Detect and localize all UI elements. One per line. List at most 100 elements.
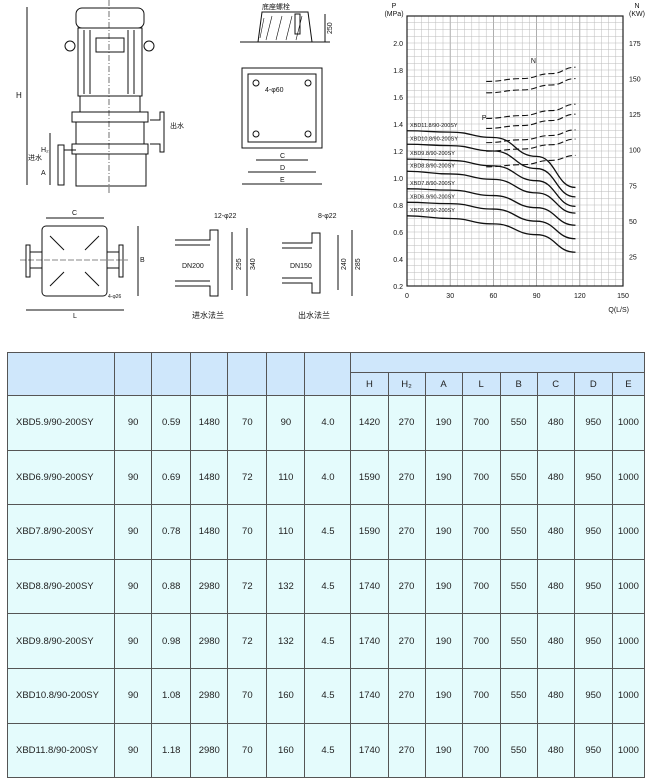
y2-axis-label: (KW) [629,11,645,18]
dimension-header: E [611,372,646,396]
header-row [6,352,645,396]
value-cell: 480 [536,558,575,615]
value-cell: 90 [114,667,153,724]
y2-axis-label: N [634,3,639,10]
value-cell: 480 [536,613,575,669]
value-cell: 132 [266,558,306,615]
holes-4-60: 4-φ60 [265,87,284,94]
value-cell: 90 [114,722,153,778]
y-tick-label: 2.0 [393,41,403,48]
power-curve [486,138,576,152]
dim-A: A [41,170,46,177]
pressure-curve [406,201,576,240]
model-cell: XBD7.8/90-200SY [6,504,116,560]
value-cell: 550 [499,558,538,615]
value-cell: 0.78 [151,504,192,560]
header-dimensions [350,352,645,373]
value-cell: 1480 [190,504,229,560]
outlet-flange-240: 240 [341,258,348,270]
y-axis-label: P [392,3,397,10]
outlet-flange-dn: DN150 [290,263,312,270]
y-tick-label: 0.2 [393,284,403,291]
power-curve [486,154,576,168]
value-cell: 2980 [190,722,229,778]
value-cell: 550 [499,613,538,669]
y2-tick-label: 75 [629,183,637,190]
table-row: XBD8.8/90-200SY 90 0.88 2980 72 132 4.5 1740 270… [6,558,646,615]
y-tick-label: 1.2 [393,149,403,156]
header-cell [304,352,352,396]
value-cell: 70 [227,504,268,560]
y-tick-label: 0.6 [393,230,403,237]
series-label: XBD11.8/90-200SY [410,123,458,129]
series-label: XBD10.8/90-200SY [410,136,458,142]
value-cell: 90 [114,449,153,506]
value-cell: 72 [227,449,268,506]
value-cell: 190 [424,667,463,724]
value-cell: 1000 [611,504,646,560]
dim-H: H [16,91,22,100]
value-cell: 1590 [350,504,389,560]
plan-holes: 4-φ26 [108,294,121,300]
series-label: XBD9.8/90-200SY [410,151,455,157]
value-cell: 1.18 [151,722,192,778]
table-row: XBD11.8/90-200SY 90 1.18 2980 70 160 4.5 1740 27… [6,722,646,778]
value-cell: 550 [499,722,538,778]
model-cell: XBD5.9/90-200SY [6,395,116,451]
value-cell: 1000 [611,395,646,451]
x-tick-label: 120 [574,293,586,300]
y-tick-label: 1.6 [393,95,403,102]
inlet-flange-caption: 进水法兰 [192,310,224,320]
inlet-flange-dn: DN200 [182,263,204,270]
value-cell: 270 [387,558,426,615]
value-cell: 700 [461,722,501,778]
power-curve [486,103,576,119]
inlet-flange-drawing: 12-φ22 DN200 295 340 进水法兰 [175,213,257,320]
series-label: XBD7.8/90-200SY [410,181,455,187]
pressure-curve [406,188,576,226]
y2-tick-label: 150 [629,77,641,84]
performance-chart: 0 30 60 90 120 150 0.2 0.4 0.6 0.8 1.0 1.2 1.4 1.6 1.8… [384,3,645,314]
dimension-header: B [499,372,538,396]
value-cell: 950 [573,395,613,451]
model-cell: XBD9.8/90-200SY [6,613,116,669]
value-cell: 480 [536,395,575,451]
plan-dim-B: B [140,257,145,264]
value-cell: 190 [424,558,463,615]
header-cell [114,352,153,396]
spec-table: H H₂ A L B C D E XBD5.9/90-200SY 90 0.59 1480 70 90 4… [6,352,646,778]
value-cell: 950 [573,449,613,506]
value-cell: 4.0 [304,395,352,451]
x-tick-label: 60 [490,293,498,300]
value-cell: 4.5 [304,667,352,724]
pump-elevation-view: H H₂ A 进水 出水 [16,0,184,195]
value-cell: 160 [266,667,306,724]
value-cell: 2980 [190,613,229,669]
value-cell: 0.88 [151,558,192,615]
dimension-header: A [424,372,463,396]
value-cell: 700 [461,558,501,615]
value-cell: 90 [114,613,153,669]
dimension-header-row: H H₂ A L B C D E [8,372,646,396]
value-cell: 700 [461,395,501,451]
y-tick-label: 1.4 [393,122,403,129]
value-cell: 1740 [350,558,389,615]
header-model [6,352,116,396]
y-tick-label: 0.8 [393,203,403,210]
value-cell: 1480 [190,449,229,506]
value-cell: 700 [461,613,501,669]
dimension-header: L [461,372,501,396]
header-cell [190,352,229,396]
value-cell: 270 [387,395,426,451]
value-cell: 1000 [611,722,646,778]
value-cell: 1740 [350,613,389,669]
value-cell: 4.5 [304,504,352,560]
value-cell: 160 [266,722,306,778]
dim-D: D [280,165,285,172]
value-cell: 190 [424,613,463,669]
power-curve [486,78,576,94]
value-cell: 1590 [350,449,389,506]
value-cell: 1000 [611,558,646,615]
y2-tick-label: 100 [629,148,641,155]
value-cell: 480 [536,667,575,724]
